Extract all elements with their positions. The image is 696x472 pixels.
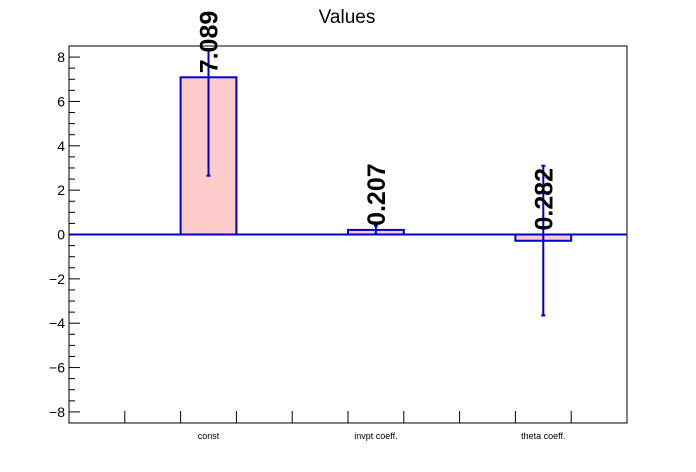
bar-value-label: 0.282: [530, 168, 558, 231]
y-tick-label: 8: [57, 49, 65, 65]
x-category-label: const: [198, 431, 220, 441]
y-tick-label: −4: [49, 315, 65, 331]
x-category-label: invpt coeff.: [354, 431, 397, 441]
bars: [69, 49, 627, 317]
x-category-label: theta coeff.: [521, 431, 565, 441]
data-labels: 7.089 0.207 0.282: [196, 11, 559, 231]
y-tick-label: −2: [49, 271, 65, 287]
y-tick-label: 2: [57, 182, 65, 198]
y-axis: −8 −6 −4 −2 0 2 4 6 8: [49, 49, 80, 420]
bar-value-label: 7.089: [196, 11, 224, 74]
y-tick-label: 0: [57, 227, 65, 243]
bar-value-label: 0.207: [363, 163, 391, 226]
y-tick-label: −8: [49, 404, 65, 420]
chart-title: Values: [319, 7, 376, 28]
y-tick-label: 6: [57, 93, 65, 109]
x-axis: const invpt coeff. theta coeff.: [124, 411, 572, 441]
y-tick-label: −6: [49, 360, 65, 376]
y-tick-label: 4: [57, 138, 65, 154]
